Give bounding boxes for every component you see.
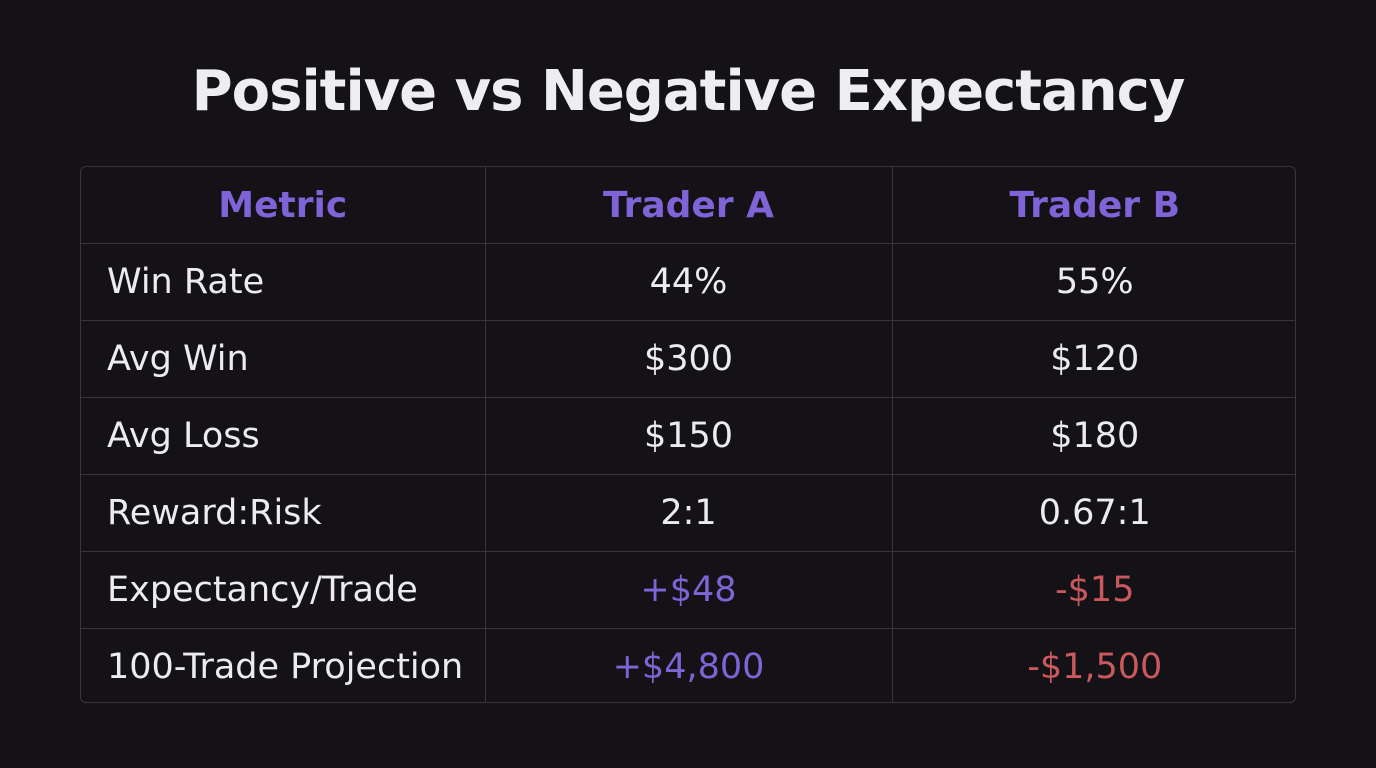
trader-b-value: -$15 xyxy=(892,551,1295,629)
trader-b-value: 0.67:1 xyxy=(892,474,1295,552)
trader-a-value: +$4,800 xyxy=(485,628,893,702)
trader-a-value: 44% xyxy=(485,243,893,321)
row-metric-label: Reward:Risk xyxy=(81,474,486,552)
table-header-row: Metric Trader A Trader B xyxy=(81,167,1295,244)
trader-a-value: $150 xyxy=(485,397,893,475)
trader-a-value: $300 xyxy=(485,320,893,398)
trader-b-value: 55% xyxy=(892,243,1295,321)
table-row: Win Rate 44% 55% xyxy=(81,243,1295,321)
table-row: Expectancy/Trade +$48 -$15 xyxy=(81,551,1295,629)
comparison-table: Metric Trader A Trader B Win Rate 44% 55… xyxy=(80,166,1296,703)
row-metric-label: Expectancy/Trade xyxy=(81,551,486,629)
trader-a-value: +$48 xyxy=(485,551,893,629)
trader-b-value: -$1,500 xyxy=(1027,647,1163,687)
page-title: Positive vs Negative Expectancy xyxy=(191,59,1186,124)
row-metric-label: 100-Trade Projection xyxy=(81,628,486,702)
comparison-table-grid: Metric Trader A Trader B Win Rate 44% 55… xyxy=(81,167,1295,702)
table-row: Avg Loss $150 $180 xyxy=(81,397,1295,475)
header-trader-b: Trader B xyxy=(892,167,1295,244)
row-metric-label: Avg Loss xyxy=(81,397,486,475)
table-row: 100-Trade Projection +$4,800 -$1,500 xyxy=(81,628,1295,702)
trader-b-value: $180 xyxy=(892,397,1295,475)
row-metric-label: Avg Win xyxy=(81,320,486,398)
header-metric: Metric xyxy=(81,167,486,244)
row-metric-label: Win Rate xyxy=(81,243,486,321)
table-row: Avg Win $300 $120 xyxy=(81,320,1295,398)
table-row: Reward:Risk 2:1 0.67:1 xyxy=(81,474,1295,552)
trader-b-value: $120 xyxy=(892,320,1295,398)
trader-a-value: 2:1 xyxy=(485,474,893,552)
header-trader-a: Trader A xyxy=(485,167,893,244)
